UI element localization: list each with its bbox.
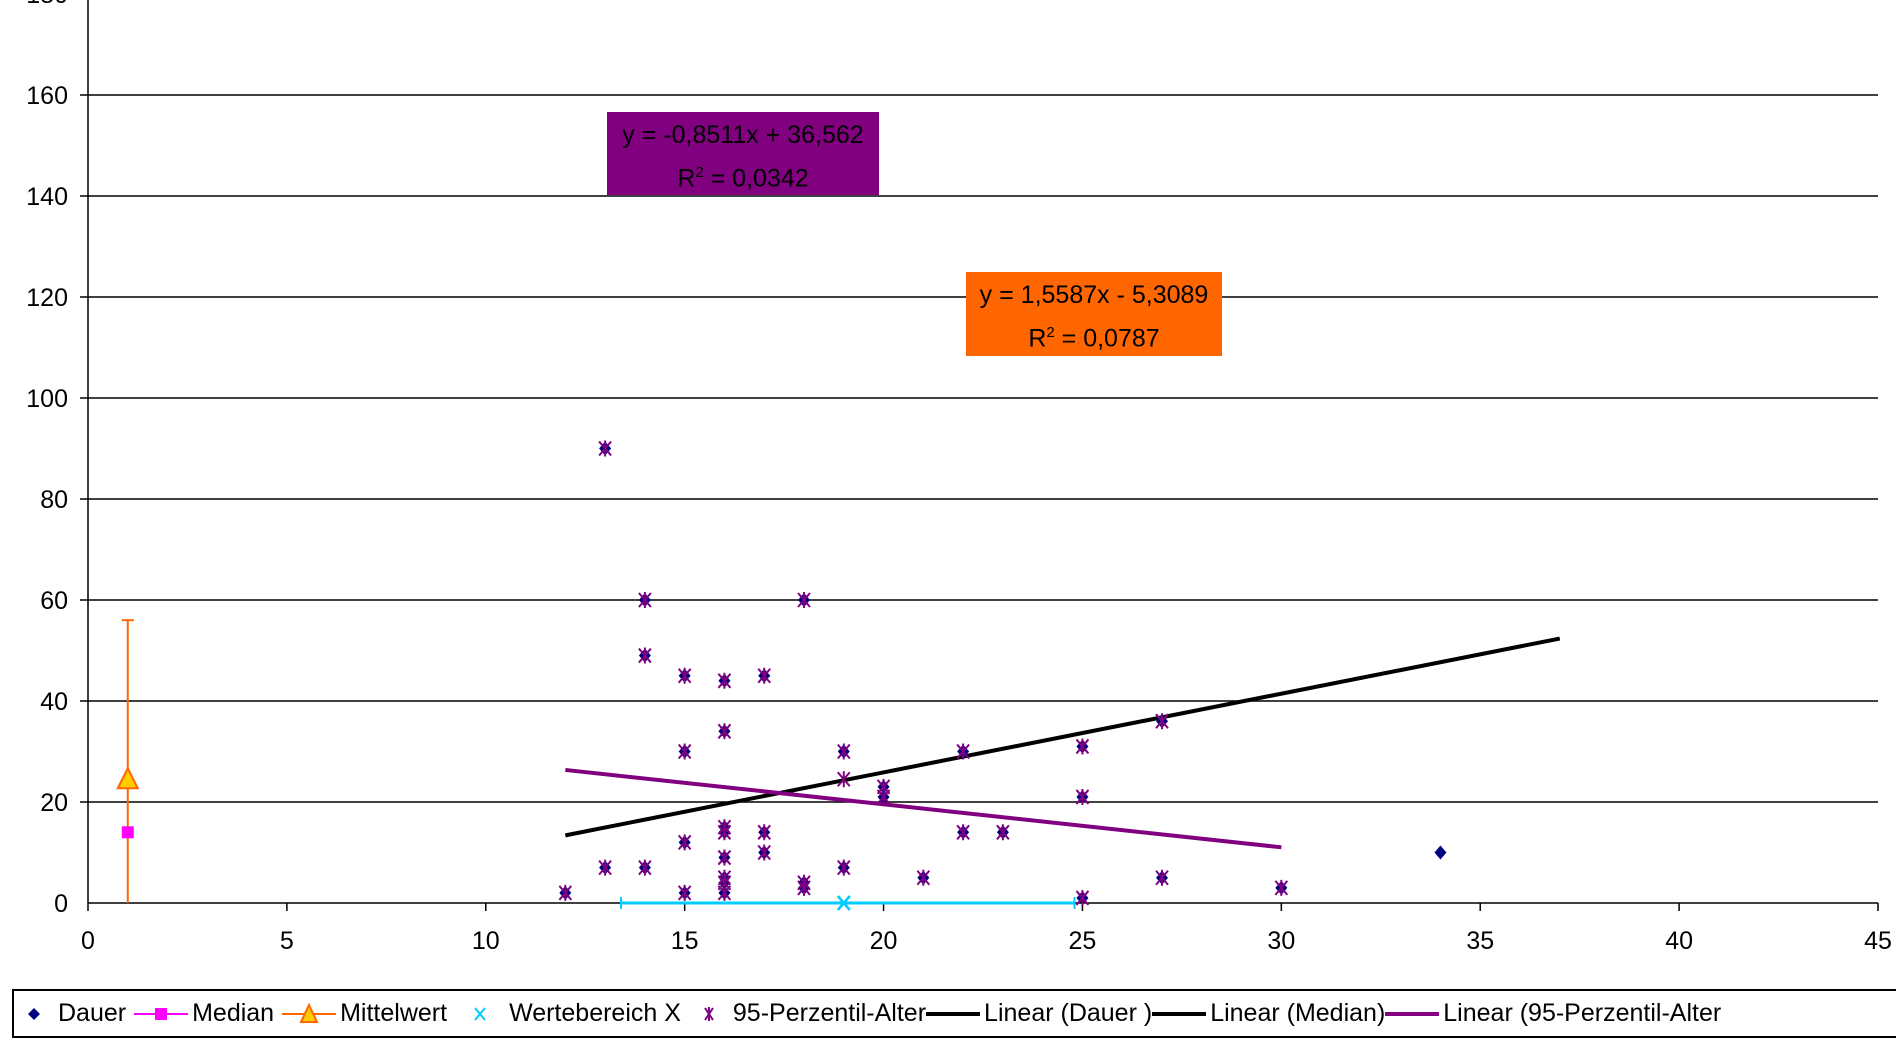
data-point-95-perzentil [837, 859, 851, 876]
x-tick-label: 0 [81, 927, 95, 955]
data-point-95-perzentil [677, 834, 692, 851]
legend-item-dauer: Dauer [14, 999, 126, 1028]
legend-item-linear-median: Linear (Median) [1152, 999, 1385, 1028]
data-point-95-perzentil [717, 723, 732, 740]
diamond-marker-icon [28, 1007, 40, 1020]
data-point-95-perzentil [956, 824, 970, 841]
x-tick-label: 15 [671, 927, 699, 955]
data-point-95-perzentil [1155, 713, 1169, 730]
data-point-95-perzentil [837, 771, 851, 788]
x-tick-label: 10 [472, 927, 500, 955]
data-point-dauer [1434, 845, 1447, 860]
data-point-95-perzentil [757, 824, 771, 841]
equation-text: y = 1,5587x - 5,3089 [979, 281, 1209, 309]
y-tick-label: 100 [26, 385, 68, 413]
y-tick-label: 0 [54, 890, 68, 918]
equation-text: y = -0,8511x + 36,562 [622, 121, 864, 149]
legend: Dauer Median Mittelwert Wertebereich X 9… [12, 989, 1896, 1038]
data-point-95-perzentil [598, 859, 612, 876]
data-point-95-perzentil [638, 592, 652, 608]
legend-item-linear-dauer: Linear (Dauer ) [926, 999, 1152, 1028]
line-swatch-icon [1385, 1011, 1440, 1016]
data-point-95-perzentil [916, 869, 931, 886]
data-point-95-perzentil [558, 884, 573, 901]
legend-item-95-perzentil: 95-Perzentil-Alter [689, 999, 926, 1028]
data-point-95-perzentil [876, 788, 891, 805]
data-point-95-perzentil [717, 672, 732, 689]
trendline [565, 767, 1282, 850]
y-tick-label: 120 [26, 284, 68, 312]
data-point-95-perzentil [717, 824, 732, 841]
x-tick-label: 45 [1864, 927, 1892, 955]
trendline [564, 636, 1561, 838]
data-point-95-perzentil [797, 879, 811, 896]
data-point-95-perzentil [837, 743, 851, 760]
data-point-95-perzentil [717, 849, 732, 866]
data-point-wertebereich [836, 895, 851, 911]
x-tick-label: 5 [280, 927, 294, 955]
legend-item-wertebereich: Wertebereich X [455, 999, 681, 1028]
data-point-95-perzentil [996, 824, 1010, 841]
line-swatch-icon [1152, 1011, 1207, 1016]
data-point-95-perzentil [1075, 889, 1090, 906]
data-point-95-perzentil [797, 592, 811, 608]
x-tick-label: 25 [1069, 927, 1097, 955]
y-tick-label: 80 [40, 486, 68, 514]
line-swatch-icon [926, 1011, 981, 1016]
data-point-95-perzentil [757, 844, 771, 861]
data-point-95-perzentil [1155, 869, 1169, 886]
trendline-equation-dauer: y = 1,5587x - 5,3089 R2 = 0,0787 [966, 272, 1222, 356]
triangle-marker-icon [282, 1002, 337, 1023]
y-tick-label: 180 [26, 0, 68, 9]
y-tick-label: 140 [26, 183, 68, 211]
r2-text: R2 = 0,0342 [677, 164, 809, 193]
data-point-95-perzentil [598, 440, 612, 457]
y-tick-label: 40 [40, 688, 68, 716]
data-point-95-perzentil [717, 884, 732, 901]
x-tick-label: 35 [1466, 927, 1494, 955]
x-tick-label: 40 [1665, 927, 1693, 955]
data-point-95-perzentil [677, 884, 692, 901]
data-point-mittelwert [116, 766, 140, 790]
data-point-95-perzentil [638, 859, 652, 876]
trendline-equation-95-perzentil: y = -0,8511x + 36,562 R2 = 0,0342 [607, 112, 879, 195]
data-point-95-perzentil [677, 667, 692, 684]
data-point-95-perzentil [1274, 879, 1289, 896]
data-point-95-perzentil [1075, 738, 1090, 755]
legend-item-linear-95-perzentil: Linear (95-Perzentil-Alter [1385, 999, 1721, 1028]
y-tick-label: 160 [26, 82, 68, 110]
x-tick-label: 20 [870, 927, 898, 955]
r2-text: R2 = 0,0787 [1028, 324, 1160, 353]
data-point-95-perzentil [638, 647, 652, 664]
legend-item-mittelwert: Mittelwert [282, 999, 447, 1028]
y-tick-label: 60 [40, 587, 68, 615]
asterisk-marker-icon [704, 1006, 714, 1021]
data-point-95-perzentil [757, 667, 771, 684]
legend-item-median: Median [134, 999, 274, 1028]
y-tick-label: 20 [40, 789, 68, 817]
data-point-95-perzentil [1075, 788, 1090, 805]
data-point-median [121, 826, 134, 839]
x-marker-icon [474, 1006, 486, 1021]
data-point-95-perzentil [956, 743, 970, 760]
x-tick-label: 30 [1267, 927, 1295, 955]
square-marker-icon [134, 1007, 189, 1020]
data-point-95-perzentil [677, 743, 692, 760]
